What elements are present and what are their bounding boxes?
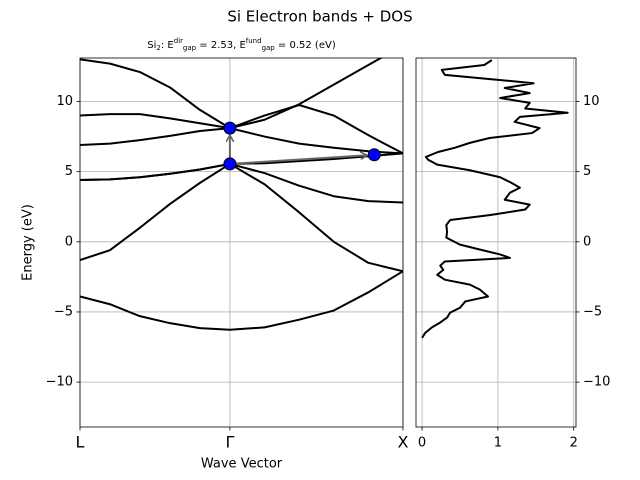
gap-point <box>367 148 381 162</box>
y-tick-label: 10 <box>56 94 73 109</box>
y-tick-label: −5 <box>54 304 73 319</box>
band-line <box>80 270 403 331</box>
x-tick-label: 2 <box>570 436 578 451</box>
subtitle-part: Si <box>147 40 156 51</box>
y-tick-label: 5 <box>65 164 73 179</box>
y-tick-label: 10 <box>583 94 600 109</box>
y-tick-label: −10 <box>583 375 610 390</box>
x-tick-label: Γ <box>225 433 234 452</box>
y-tick-label: −10 <box>46 375 73 390</box>
subtitle-part: : E <box>161 40 174 51</box>
axes-frame <box>79 57 404 428</box>
gap-arrow <box>229 155 367 165</box>
subtitle: Si2: Edirgap = 2.53, Efundgap = 0.52 (eV… <box>147 37 336 52</box>
dos-line <box>421 59 569 339</box>
figure-title: Si Electron bands + DOS <box>227 8 412 26</box>
y-tick-label: 5 <box>583 164 591 179</box>
y-tick-label: 0 <box>583 234 591 249</box>
gap-point <box>223 121 237 135</box>
plot-area <box>421 59 569 339</box>
subtitle-part: fund <box>246 37 262 45</box>
x-tick-label: X <box>398 433 409 452</box>
subtitle-part: 2 <box>156 44 160 52</box>
y-tick-label: −5 <box>583 304 602 319</box>
subtitle-part: = 0.52 (eV) <box>275 40 336 51</box>
gap-point <box>223 157 237 171</box>
subtitle-part: gap <box>262 44 276 52</box>
axes-frame <box>415 57 577 428</box>
subtitle-part: gap <box>183 44 197 52</box>
subtitle-part: dir <box>174 37 183 45</box>
subtitle-part: = 2.53, E <box>196 40 246 51</box>
x-tick-label: L <box>76 433 85 452</box>
x-axis-label: Wave Vector <box>201 457 283 472</box>
x-tick-label: 1 <box>494 436 502 451</box>
x-tick-label: 0 <box>418 436 426 451</box>
y-axis-label: Energy (eV) <box>21 204 36 281</box>
y-tick-label: 0 <box>65 234 73 249</box>
